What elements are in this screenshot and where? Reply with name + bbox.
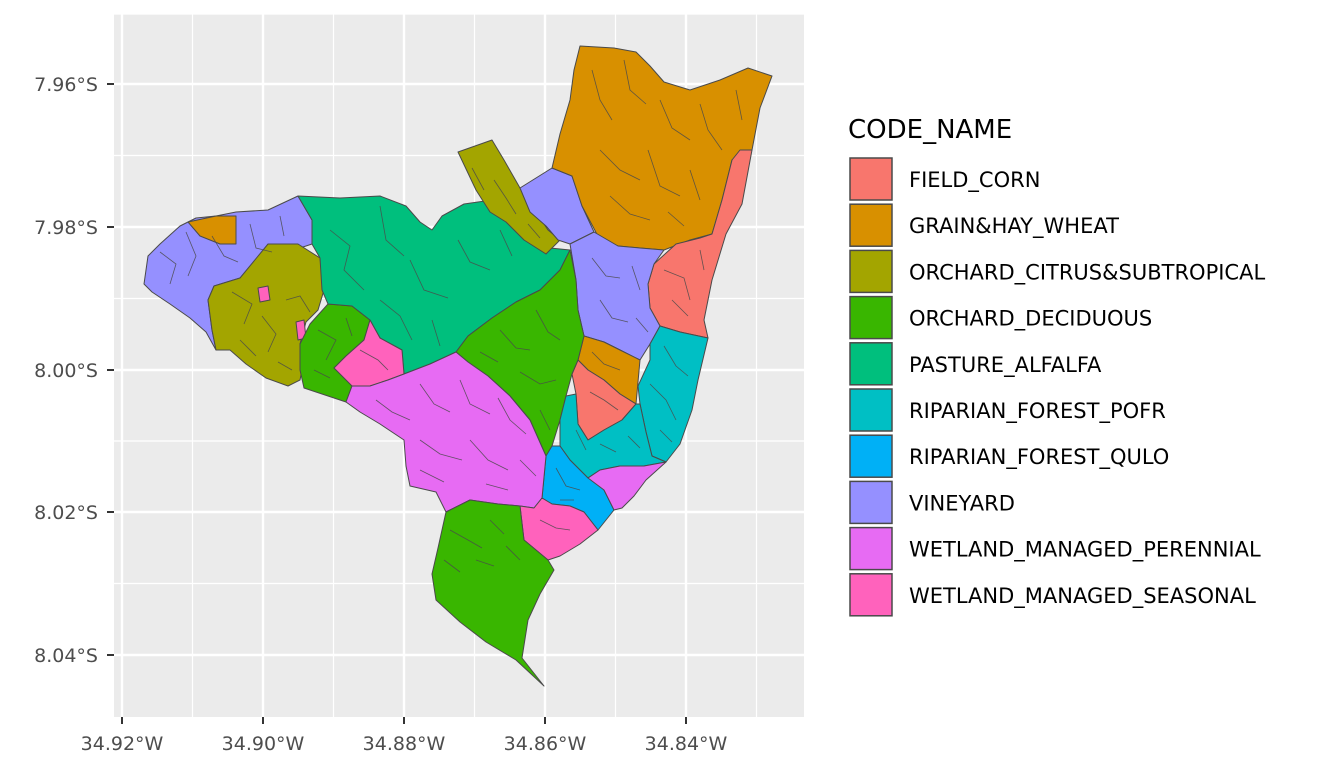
region-grain-west bbox=[187, 215, 237, 245]
x-axis: 34.92°W 34.90°W 34.88°W 34.86°W 34.84°W bbox=[81, 717, 728, 755]
x-tick-label: 34.84°W bbox=[645, 733, 728, 755]
region-seasonal-west bbox=[257, 285, 271, 303]
legend: FIELD_CORN GRAIN&HAY_WHEAT ORCHARD_CITRUS&… bbox=[849, 157, 1265, 617]
legend-key bbox=[849, 388, 893, 432]
region-citrus-north bbox=[457, 139, 561, 255]
legend-label: ORCHARD_CITRUS&SUBTROPICAL bbox=[909, 260, 1265, 285]
legend-label: VINEYARD bbox=[909, 491, 1015, 515]
legend-label: PASTURE_ALFALFA bbox=[909, 353, 1102, 378]
legend-key bbox=[849, 526, 893, 571]
y-axis: 7.96°S 7.98°S 8.00°S 8.02°S 8.04°S bbox=[34, 74, 114, 667]
legend-label: GRAIN&HAY_WHEAT bbox=[909, 214, 1119, 239]
region-deciduous-south bbox=[431, 499, 555, 687]
regions bbox=[143, 45, 773, 687]
legend-key bbox=[849, 249, 893, 294]
y-tick-label: 7.98°S bbox=[34, 217, 98, 239]
legend-label: WETLAND_MANAGED_SEASONAL bbox=[909, 584, 1256, 609]
x-tick-label: 34.86°W bbox=[504, 733, 587, 755]
legend-key bbox=[849, 157, 893, 201]
x-tick-label: 34.90°W bbox=[222, 733, 305, 755]
x-tick-label: 34.88°W bbox=[363, 733, 446, 755]
legend-label: FIELD_CORN bbox=[909, 168, 1040, 193]
legend-label: RIPARIAN_FOREST_POFR bbox=[909, 399, 1166, 424]
legend-label: WETLAND_MANAGED_PERENNIAL bbox=[909, 538, 1261, 563]
y-tick-label: 8.04°S bbox=[34, 645, 98, 667]
legend-key bbox=[849, 203, 893, 247]
y-tick-label: 8.02°S bbox=[34, 502, 98, 524]
parcel-boundaries bbox=[159, 59, 743, 573]
legend-key bbox=[849, 342, 893, 386]
legend-key bbox=[849, 295, 893, 340]
y-tick-label: 8.00°S bbox=[34, 360, 98, 382]
legend-key bbox=[849, 573, 893, 617]
legend-key bbox=[849, 480, 893, 525]
legend-label: RIPARIAN_FOREST_QULO bbox=[909, 445, 1169, 470]
legend-label: ORCHARD_DECIDUOUS bbox=[909, 307, 1152, 332]
y-tick-label: 7.96°S bbox=[34, 74, 98, 96]
region-perennial-southeast bbox=[587, 461, 667, 511]
x-tick-label: 34.92°W bbox=[81, 733, 164, 755]
legend-title: CODE_NAME bbox=[848, 115, 1012, 145]
legend-key bbox=[849, 434, 893, 478]
